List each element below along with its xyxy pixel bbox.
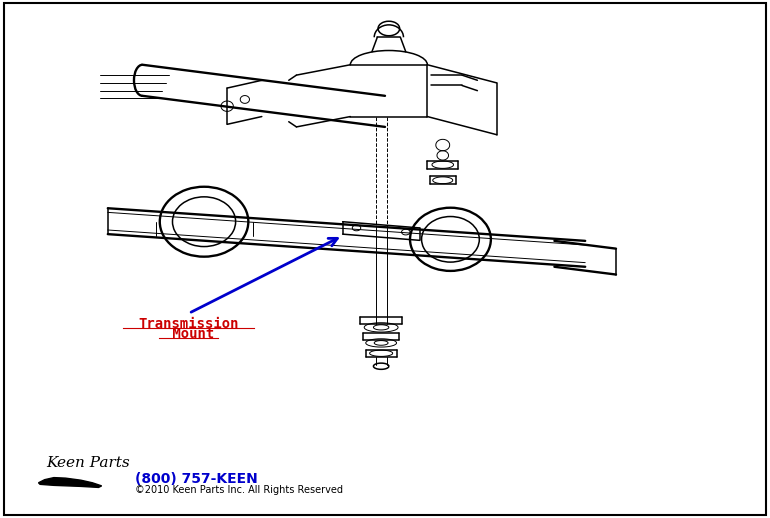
Text: (800) 757-KEEN: (800) 757-KEEN xyxy=(135,472,257,486)
Text: Keen Parts: Keen Parts xyxy=(46,455,130,470)
Text: Transmission: Transmission xyxy=(139,316,239,331)
Text: ©2010 Keen Parts Inc. All Rights Reserved: ©2010 Keen Parts Inc. All Rights Reserve… xyxy=(135,484,343,495)
Text: Mount: Mount xyxy=(163,327,214,341)
Polygon shape xyxy=(38,478,102,487)
